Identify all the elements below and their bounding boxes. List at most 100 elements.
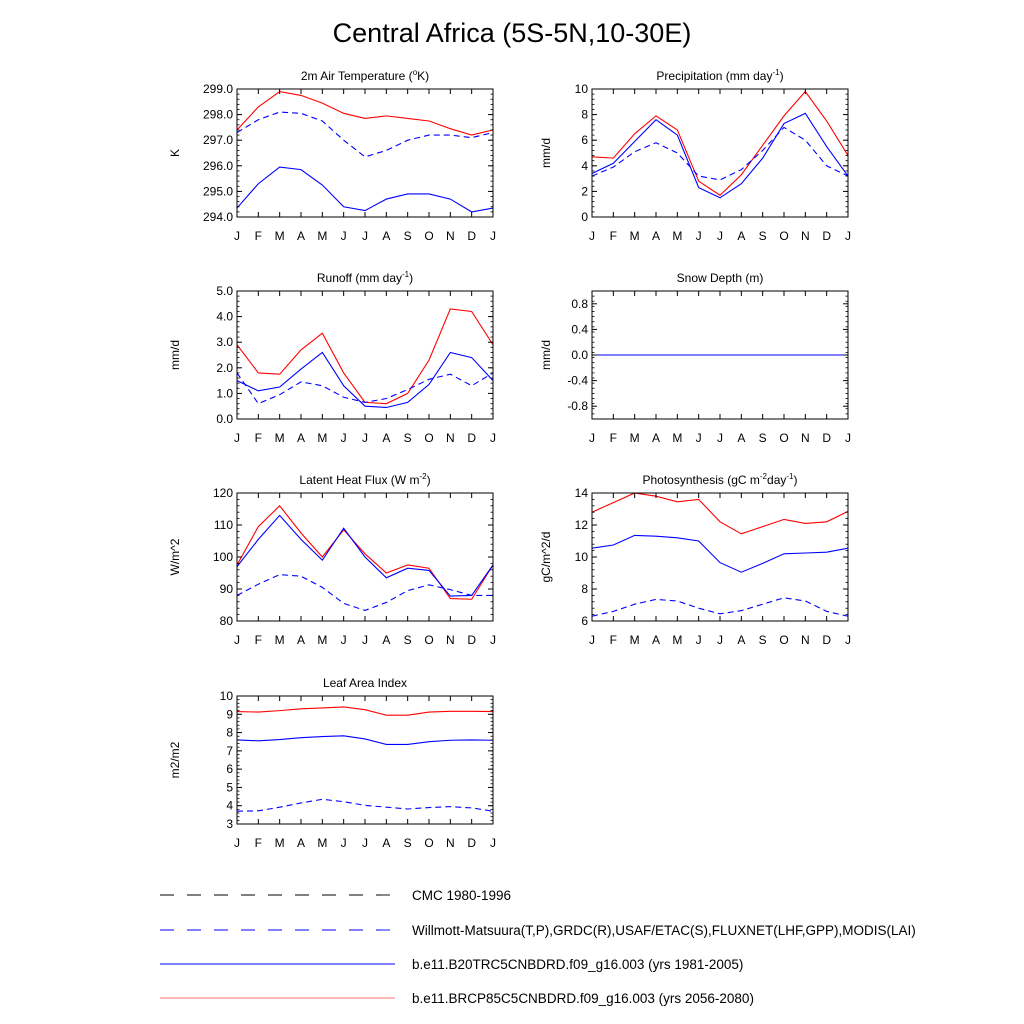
series-line-2 [592, 126, 848, 181]
x-tick-label: M [672, 633, 682, 647]
x-tick-label: J [234, 633, 240, 647]
y-tick-label: -0.8 [567, 399, 588, 413]
x-tick-label: N [801, 229, 810, 243]
x-tick-label: M [275, 633, 285, 647]
y-tick-label: 0.4 [571, 322, 588, 336]
panel-title-sup: -2 [760, 472, 768, 481]
panel-title: Precipitation (mm day-1) [656, 68, 783, 83]
y-tick-label: 100 [213, 550, 233, 564]
x-tick-label: M [275, 229, 285, 243]
x-tick-label: A [297, 431, 305, 445]
panel-runoff: Runoff (mm day-1) mm/d 0.0 1.0 2.0 3.0 4.0 5.0 J… [168, 270, 496, 445]
x-tick-label: J [362, 431, 368, 445]
y-tick-label: 10 [575, 82, 589, 96]
x-tick-label: J [717, 431, 723, 445]
x-tick-label: A [382, 836, 390, 850]
panel-title-sup: -1 [772, 68, 780, 77]
x-tick-label: M [275, 836, 285, 850]
panel-title-end: ) [780, 69, 784, 83]
x-tick-label: O [779, 431, 788, 445]
panel-title-sup: -2 [419, 472, 427, 481]
y-axis-label: K [168, 149, 182, 157]
y-tick-label: 4 [581, 159, 588, 173]
y-tick-label: 12 [575, 518, 589, 532]
y-tick-label: 295.0 [203, 184, 233, 198]
x-tick-label: N [446, 431, 455, 445]
x-tick-label: A [737, 229, 745, 243]
panel-title: Runoff (mm day-1) [317, 270, 413, 285]
x-tick-label: J [490, 229, 496, 243]
x-tick-label: J [341, 431, 347, 445]
y-tick-label: -0.4 [567, 374, 588, 388]
x-tick-label: F [610, 431, 617, 445]
x-tick-label: M [672, 431, 682, 445]
x-tick-label: A [382, 633, 390, 647]
x-tick-label: J [696, 633, 702, 647]
series-line-1 [237, 351, 493, 409]
legend-label: b.e11.BRCP85C5CNBDRD.f09_g16.003 (yrs 20… [412, 991, 754, 1006]
y-tick-label: 294.0 [203, 210, 233, 224]
x-tick-label: D [467, 836, 476, 850]
x-tick-label: O [424, 229, 433, 243]
y-tick-label: 5.0 [216, 284, 233, 298]
x-tick-label: M [317, 836, 327, 850]
legend-item: Willmott-Matsuura(T,P),GRDC(R),USAF/ETAC… [160, 923, 916, 938]
series-line-0 [237, 504, 493, 600]
x-tick-label: F [255, 431, 262, 445]
x-tick-label: A [297, 836, 305, 850]
panel-title-main: Snow Depth (m) [677, 271, 764, 285]
x-tick-label: J [589, 229, 595, 243]
legend-item: CMC 1980-1996 [160, 888, 511, 903]
x-tick-label: A [737, 431, 745, 445]
panel-title-end: K) [417, 69, 429, 83]
panel-title: Photosynthesis (gC m-2day-1) [643, 472, 798, 487]
panel-photosynthesis: Photosynthesis (gC m-2day-1) gC/m^2/d 6 8 10… [539, 472, 851, 647]
x-tick-label: J [341, 836, 347, 850]
panel-title-main: Runoff (mm day [317, 271, 402, 285]
x-tick-label: J [589, 633, 595, 647]
x-tick-label: M [630, 229, 640, 243]
y-tick-label: 80 [220, 614, 234, 628]
y-axis-label: mm/d [539, 138, 553, 168]
x-tick-label: A [737, 633, 745, 647]
y-tick-label: 4 [226, 799, 233, 813]
plot-frame [236, 290, 494, 420]
x-tick-label: D [822, 633, 831, 647]
x-tick-label: M [317, 229, 327, 243]
x-tick-label: A [297, 633, 305, 647]
legend-item: b.e11.B20TRC5CNBDRD.f09_g16.003 (yrs 198… [160, 957, 743, 972]
x-tick-label: J [717, 633, 723, 647]
y-tick-label: 0.8 [571, 297, 588, 311]
y-tick-label: 8 [581, 108, 588, 122]
y-tick-label: 297.0 [203, 133, 233, 147]
y-axis-label: gC/m^2/d [539, 532, 553, 583]
x-tick-label: M [630, 431, 640, 445]
panel-title: Latent Heat Flux (W m-2) [299, 472, 430, 487]
x-tick-label: F [610, 229, 617, 243]
x-tick-label: N [801, 633, 810, 647]
x-tick-label: N [446, 836, 455, 850]
x-tick-label: S [759, 633, 767, 647]
series-line-1 [592, 112, 848, 199]
y-tick-label: 14 [575, 486, 589, 500]
series-line-0 [592, 90, 848, 196]
x-tick-label: O [424, 431, 433, 445]
x-tick-label: N [446, 633, 455, 647]
x-tick-label: A [652, 229, 660, 243]
y-tick-label: 120 [213, 486, 233, 500]
y-tick-label: 10 [575, 550, 589, 564]
panel-title-main: Photosynthesis (gC m [643, 473, 760, 487]
x-tick-label: J [490, 431, 496, 445]
x-tick-label: S [759, 431, 767, 445]
panel-title-main: Latent Heat Flux (W m [299, 473, 419, 487]
y-tick-label: 6 [581, 614, 588, 628]
y-axis-label: mm/d [539, 340, 553, 370]
y-axis-label: mm/d [168, 340, 182, 370]
y-tick-label: 3.0 [216, 335, 233, 349]
x-tick-label: A [382, 431, 390, 445]
x-tick-label: D [467, 633, 476, 647]
x-tick-label: J [490, 633, 496, 647]
x-tick-label: M [275, 431, 285, 445]
x-tick-label: O [424, 633, 433, 647]
